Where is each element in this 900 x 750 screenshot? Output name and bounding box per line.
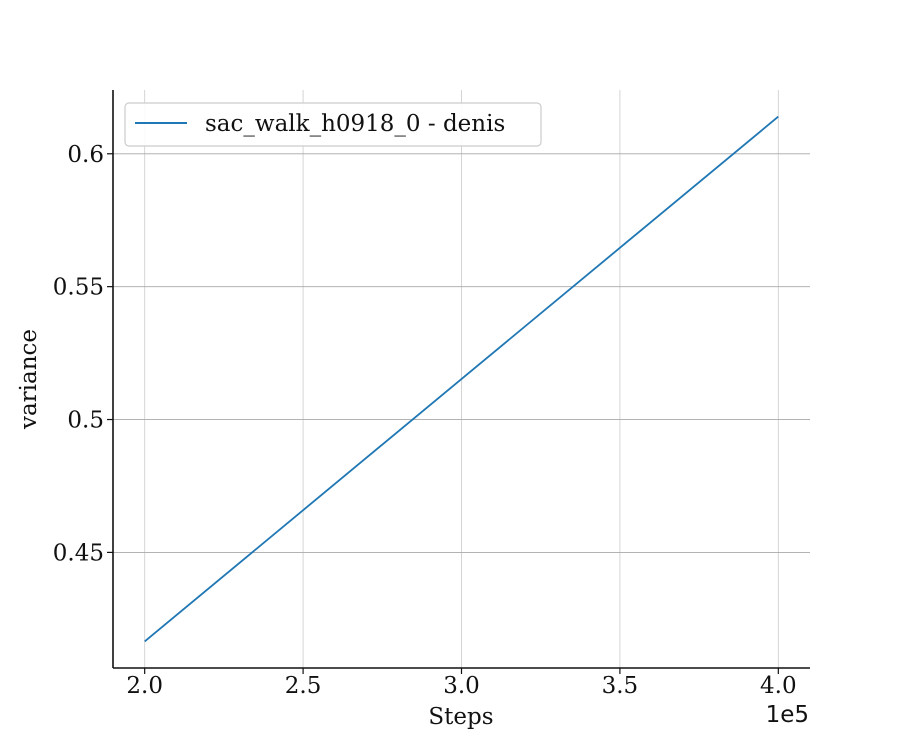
- legend-label: sac_walk_h0918_0 - denis: [205, 111, 505, 137]
- y-tick-label: 0.5: [67, 408, 104, 434]
- x-tick-label: 2.0: [126, 673, 163, 699]
- ticks: 2.0 2.5 3.0 3.5 4.0 0.45 0.5 0.55 0.6: [53, 142, 797, 699]
- x-tick-label: 3.0: [443, 673, 480, 699]
- legend-box: [124, 102, 542, 147]
- grid: [113, 90, 810, 668]
- x-tick-label: 2.5: [285, 673, 322, 699]
- legend: sac_walk_h0918_0 - denis: [124, 102, 542, 147]
- x-offset-label: 1e5: [766, 702, 809, 728]
- y-axis-label: variance: [16, 329, 42, 430]
- series-line: [144, 115, 779, 643]
- y-tick-label: 0.55: [53, 275, 104, 301]
- x-tick-label: 4.0: [760, 673, 797, 699]
- series-layer: [144, 115, 779, 643]
- y-tick-label: 0.6: [67, 142, 104, 168]
- x-axis-label: Steps: [428, 704, 493, 730]
- x-tick-label: 3.5: [602, 673, 639, 699]
- y-tick-label: 0.45: [53, 540, 104, 566]
